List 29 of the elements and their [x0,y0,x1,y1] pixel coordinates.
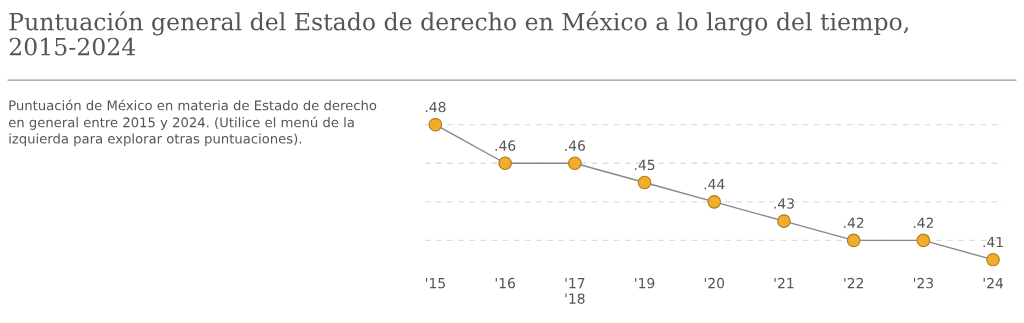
point [707,195,722,209]
x-tick-label: '21 [774,277,794,289]
point [916,233,931,248]
x-tick-label: '23 [913,277,933,289]
point [428,117,443,132]
point [777,214,791,228]
x-tick-label: '17 '18 [565,278,585,304]
data-label: .41 [983,236,1003,248]
x-tick-label: '15 [426,278,445,289]
x-tick-label: '19 [635,277,655,289]
point [568,156,582,171]
point [637,175,652,190]
data-label: .48 [425,101,446,113]
x-tick-label: '20 [704,277,725,289]
point [498,156,512,171]
text: Puntuación de México en materia de Estado de derecho en general entre 2015 y 2024. (Utilice el menú de la izquierda para explorar otras puntuaciones). [8,99,377,147]
data-label: .46 [565,140,585,151]
data-label: .43 [774,198,794,209]
x-tick-label: '16 [495,277,515,289]
point [986,252,1000,267]
chart-title: Puntuación general del Estado de derecho en México a lo largo del tiempo, 2015-2024 [9,11,908,56]
data-label: .44 [704,179,725,190]
data-label: .42 [844,217,864,228]
data-label: .42 [913,217,934,228]
data-label: .45 [634,159,655,171]
x-tick-label: '24 [983,277,1004,289]
x-tick-label: '22 [844,277,864,289]
point [846,233,861,248]
data-label: .46 [495,140,516,151]
